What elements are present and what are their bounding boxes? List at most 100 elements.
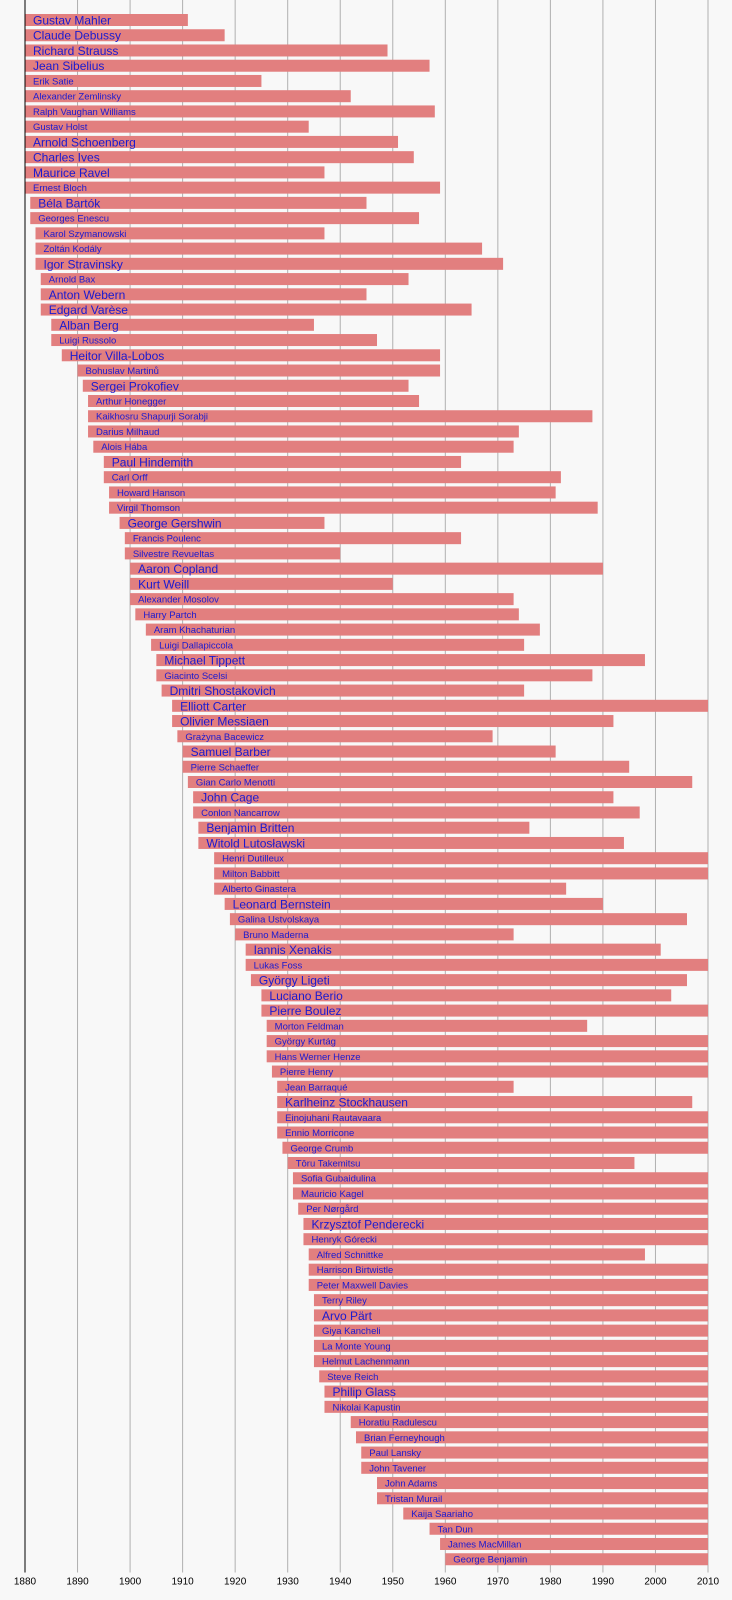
composer-bar: [25, 166, 325, 179]
x-tick-label: 1980: [539, 1576, 562, 1587]
composer-label: Gian Carlo Menotti: [196, 778, 275, 789]
composer-label: George Crumb: [290, 1143, 353, 1154]
composer-bar: [245, 943, 661, 956]
composer-label: Kaija Saariaho: [411, 1509, 473, 1520]
composer-label: Jean Barraqué: [285, 1082, 347, 1093]
composer-bar: [277, 1111, 708, 1124]
composer-label: Ernest Bloch: [33, 183, 87, 194]
composer-label: Nikolai Kapustin: [332, 1402, 400, 1413]
composer-bar: [377, 1492, 708, 1505]
composer-label: Sergei Prokofiev: [91, 379, 179, 393]
composer-bar: [361, 1446, 708, 1459]
composer-bar: [40, 273, 409, 286]
composer-bar: [182, 760, 630, 773]
composer-bar: [25, 151, 414, 164]
composer-bar: [156, 669, 593, 682]
composer-label: Olivier Messiaen: [180, 715, 269, 729]
composer-label: Carl Orff: [112, 473, 148, 484]
composer-bar: [214, 867, 708, 880]
composer-label: Alexander Zemlinsky: [33, 92, 121, 103]
composer-label: Henryk Górecki: [311, 1235, 376, 1246]
composer-label: Karol Szymanowski: [44, 229, 127, 240]
composer-label: Alban Berg: [59, 318, 118, 332]
composer-bar: [35, 242, 483, 255]
composer-label: Alexander Mosolov: [138, 595, 219, 606]
x-tick-label: 1990: [592, 1576, 615, 1587]
x-tick-label: 1940: [329, 1576, 352, 1587]
composer-label: Elliott Carter: [180, 699, 246, 713]
composer-bar: [198, 836, 624, 849]
composer-label: Anton Webern: [49, 288, 126, 302]
composer-label: Helmut Lachenmann: [322, 1357, 410, 1368]
composer-label: Luciano Berio: [269, 989, 343, 1003]
composer-label: Aram Khachaturian: [154, 625, 235, 636]
composer-label: Zoltán Kodály: [44, 244, 102, 255]
composer-label: Arnold Schoenberg: [33, 135, 136, 149]
composer-label: Benjamin Britten: [206, 821, 294, 835]
composer-label: Gustav Mahler: [33, 14, 111, 28]
composer-bar: [308, 1263, 708, 1276]
composer-label: György Kurtág: [275, 1037, 336, 1048]
composer-label: Francis Poulenc: [133, 534, 201, 545]
composer-bar: [40, 288, 367, 301]
composer-label: Henri Dutilleux: [222, 854, 284, 865]
composer-label: Edgard Varèse: [49, 303, 128, 317]
composer-label: Paul Lansky: [369, 1448, 421, 1459]
composer-bar: [303, 1233, 708, 1246]
composer-bar: [172, 699, 709, 712]
composer-bar: [250, 974, 687, 987]
composer-bar: [103, 455, 462, 468]
x-tick-label: 1970: [487, 1576, 510, 1587]
composer-label: Jean Sibelius: [33, 59, 104, 73]
composer-label: Alois Hába: [101, 442, 148, 453]
x-axis-ticks: 1880 1890 1900 1910 1920 1930 1940 1950 1960 1970…: [14, 1576, 720, 1587]
composer-label: George Benjamin: [453, 1555, 527, 1566]
composer-bar: [350, 1416, 708, 1429]
composer-bar: [25, 181, 441, 194]
composer-bar: [277, 1080, 514, 1093]
composer-label: Kaikhosru Shapurji Sorabji: [96, 412, 208, 423]
composer-bar: [130, 577, 393, 590]
composer-bar: [261, 1004, 708, 1017]
composer-bar: [25, 90, 351, 103]
composer-label: Ralph Vaughan Williams: [33, 107, 136, 118]
composer-bar: [40, 303, 472, 316]
composer-bar: [109, 501, 598, 514]
composer-label: Kurt Weill: [138, 577, 189, 591]
composer-label: Tristan Murail: [385, 1494, 442, 1505]
composer-bar: [440, 1538, 708, 1550]
composer-bar: [403, 1507, 708, 1520]
composer-bar: [224, 897, 603, 910]
composer-bar: [119, 516, 325, 529]
composer-bar: [277, 1096, 693, 1109]
composer-label: Lukas Foss: [254, 960, 303, 971]
composer-bar: [429, 1522, 708, 1535]
composer-label: Krzysztof Penderecki: [311, 1217, 424, 1231]
composer-bar: [35, 227, 325, 240]
composer-bar: [124, 547, 341, 560]
composer-bar: [182, 745, 556, 758]
composer-label: Arvo Pärt: [322, 1309, 373, 1323]
composer-bar: [25, 135, 399, 148]
composer-label: Heitor Villa-Lobos: [70, 349, 164, 363]
x-tick-label: 1930: [277, 1576, 300, 1587]
composer-bar: [172, 715, 614, 728]
composer-label: Grażyna Bacewicz: [185, 732, 264, 743]
composer-bar: [445, 1553, 708, 1566]
composer-bar: [324, 1400, 708, 1413]
composer-bar: [25, 14, 188, 26]
composer-label: Harry Partch: [143, 610, 196, 621]
composer-bar: [377, 1477, 708, 1490]
composer-label: Charles Ives: [33, 151, 100, 165]
composer-bar: [88, 410, 593, 423]
composer-label: Tan Dun: [438, 1524, 473, 1535]
composer-label: Pierre Boulez: [269, 1004, 341, 1018]
composer-bar: [319, 1370, 708, 1383]
composer-label: Sofia Gubaidulina: [301, 1174, 377, 1185]
composer-bar: [355, 1431, 708, 1444]
composer-label: George Gershwin: [128, 516, 222, 530]
composer-label: Per Nørgård: [306, 1204, 358, 1215]
composer-label: Tōru Takemitsu: [296, 1159, 361, 1170]
x-tick-label: 2000: [644, 1576, 667, 1587]
